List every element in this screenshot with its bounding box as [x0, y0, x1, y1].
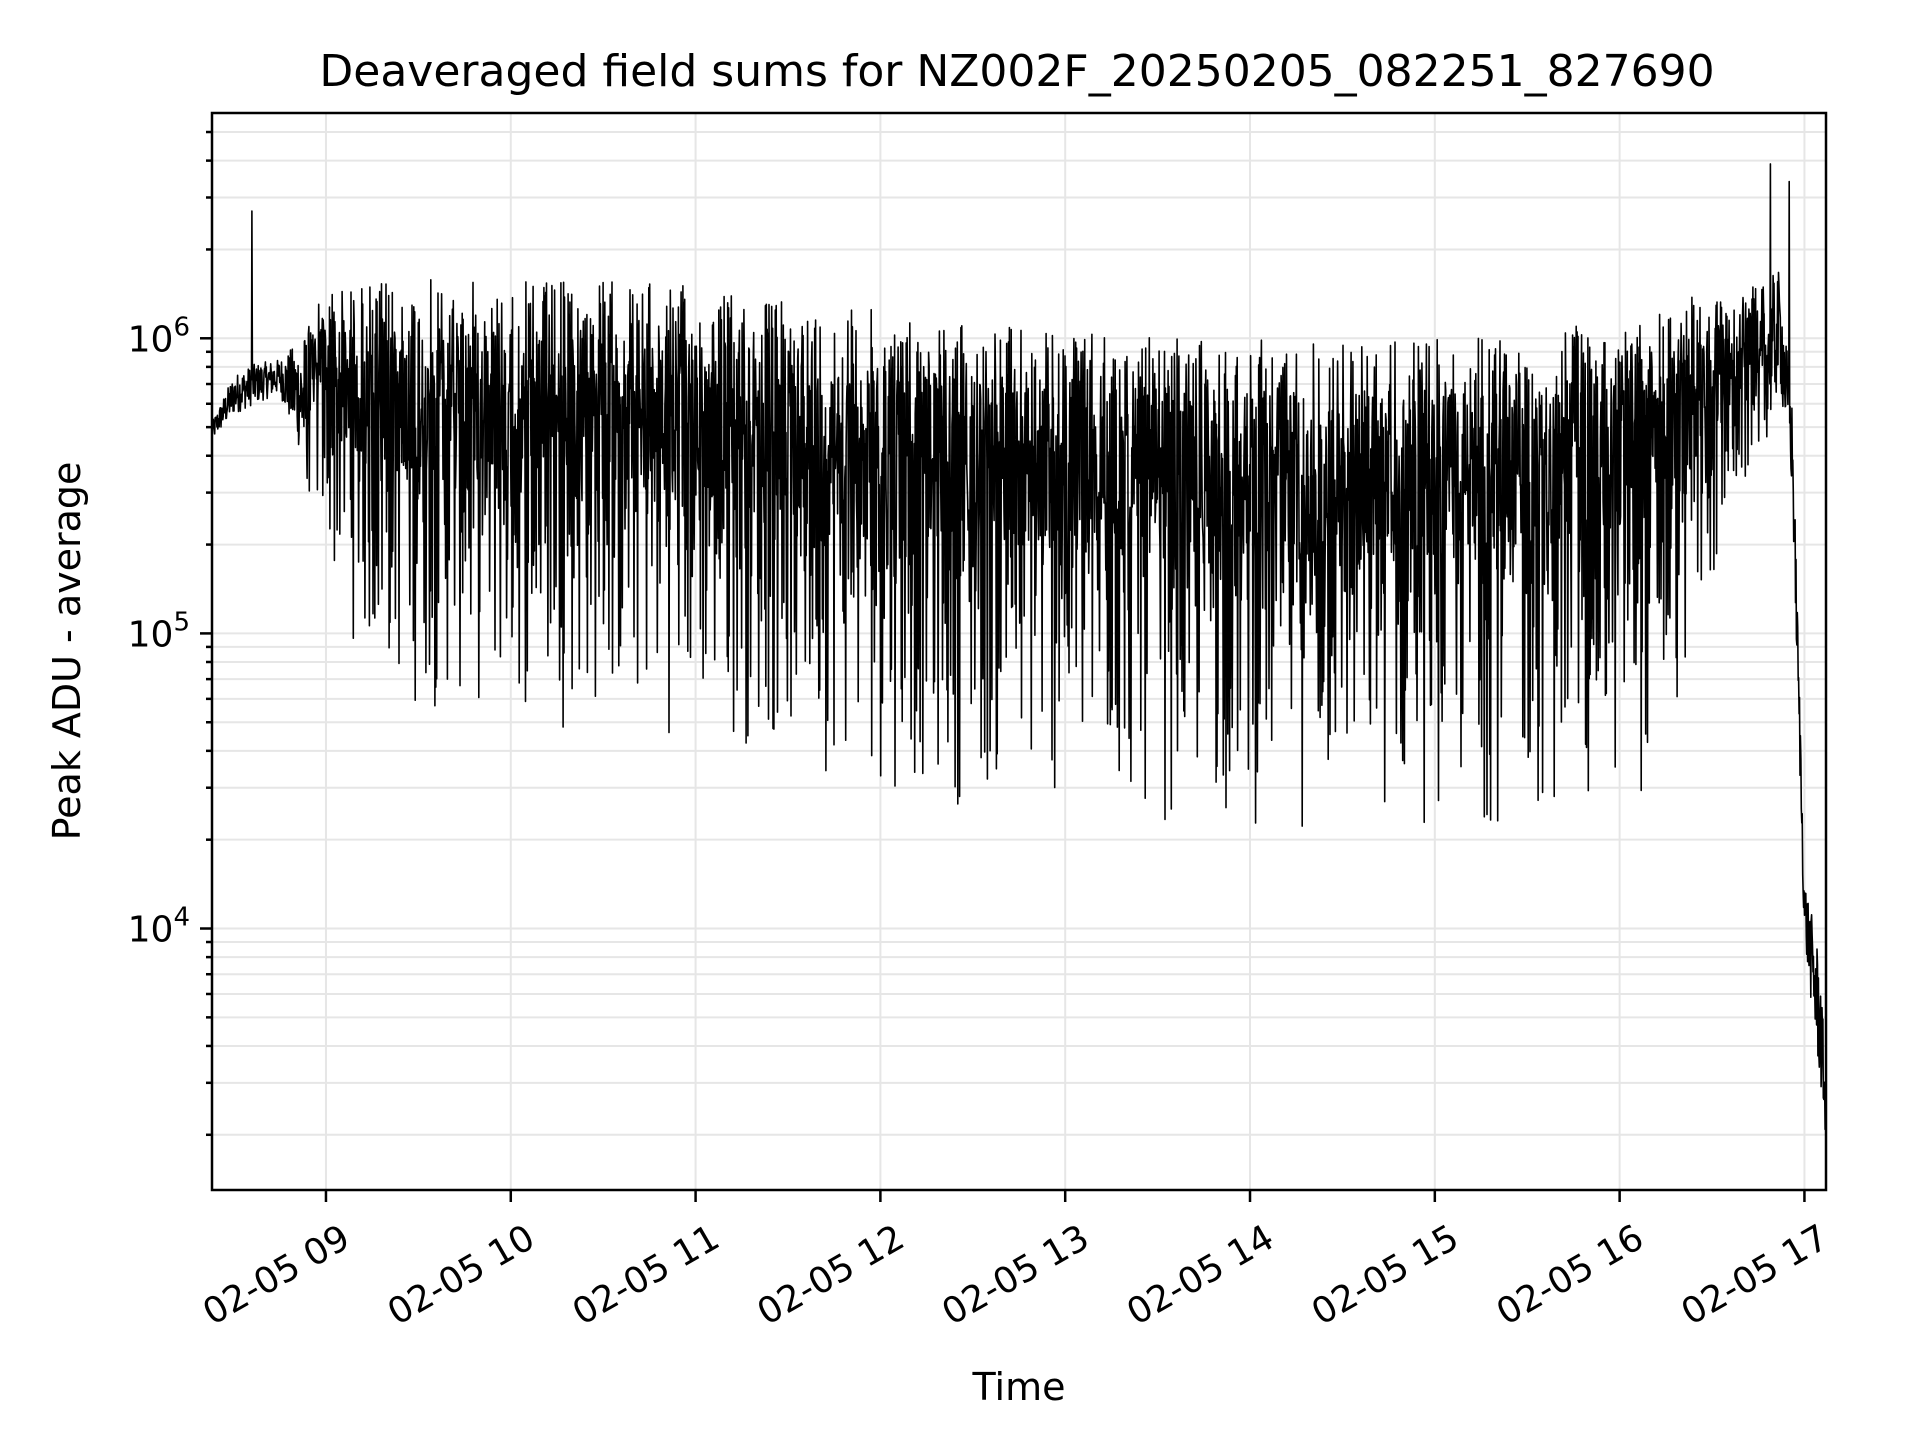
y-tick-label: 104 — [128, 903, 190, 951]
y-axis-label: Peak ADU - average — [45, 462, 89, 841]
y-tick-label: 106 — [128, 312, 190, 360]
chart-title: Deaveraged field sums for NZ002F_2025020… — [319, 46, 1714, 97]
plot-area — [211, 163, 1827, 1131]
y-tick-label: 105 — [128, 607, 190, 655]
grid-lines — [212, 113, 1826, 1190]
axes-frame — [210, 111, 1828, 1192]
y-axis: 104 105 106 — [128, 130, 212, 1137]
x-axis-label: Time — [972, 1365, 1066, 1409]
series-line — [211, 163, 1827, 1131]
